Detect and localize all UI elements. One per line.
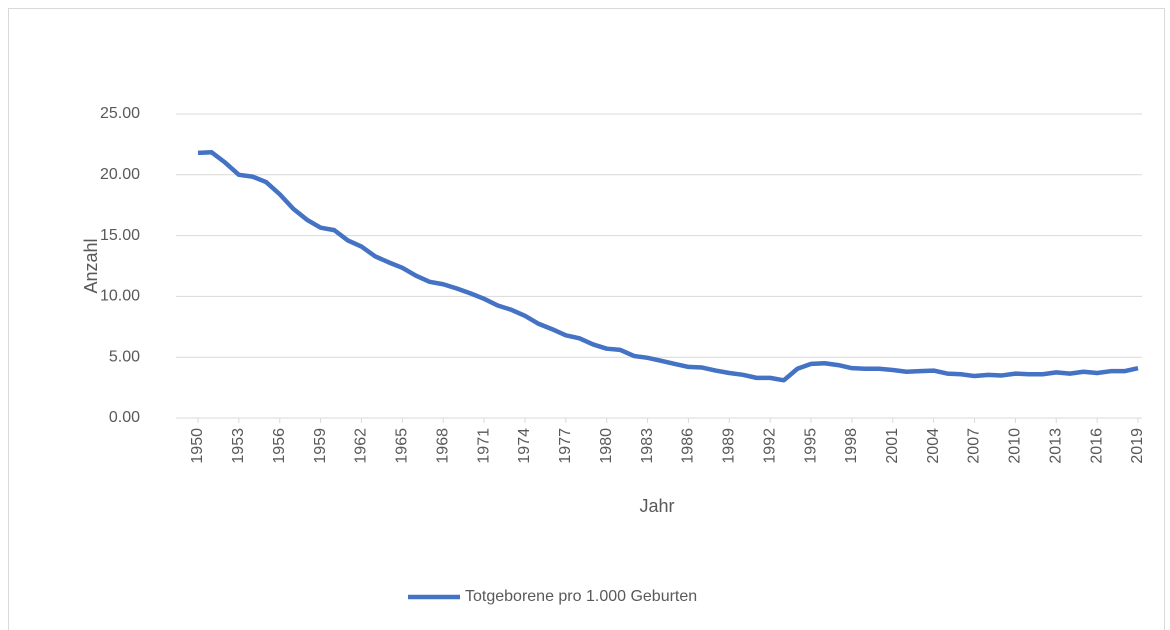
data-line: [197, 150, 1139, 383]
x-tick-label: 1995: [802, 428, 819, 464]
x-tick-label: 1950: [189, 428, 206, 464]
x-tick-label: 1992: [761, 428, 778, 464]
x-tick-label: 2019: [1129, 428, 1146, 464]
x-tick-label: 2001: [884, 428, 901, 464]
x-tick-label: 2013: [1047, 428, 1064, 464]
y-tick-label: 20.00: [100, 166, 140, 183]
y-tick-label: 10.00: [100, 288, 140, 305]
legend-label: Totgeborene pro 1.000 Geburten: [465, 588, 697, 605]
x-tick-label: 1953: [230, 428, 247, 464]
x-tick-label: 1983: [639, 428, 656, 464]
y-axis-label: Anzahl: [81, 238, 101, 293]
x-tick-label: 1968: [434, 428, 451, 464]
x-tick-label: 1965: [394, 428, 411, 464]
x-tick-label: 2007: [966, 428, 983, 464]
x-tick-label: 2016: [1088, 428, 1105, 464]
y-tick-label: 0.00: [109, 409, 140, 426]
x-tick-label: 1959: [312, 428, 329, 464]
x-tick-label: 1989: [721, 428, 738, 464]
y-tick-label: 25.00: [100, 105, 140, 122]
x-tick-label: 1980: [598, 428, 615, 464]
x-tick-label: 1971: [475, 428, 492, 464]
x-tick-label: 1974: [516, 428, 533, 464]
x-tick-label: 2010: [1007, 428, 1024, 464]
x-tick-label: 2004: [925, 428, 942, 464]
x-axis-label: Jahr: [639, 496, 674, 516]
x-tick-label: 1956: [271, 428, 288, 464]
y-tick-label: 15.00: [100, 227, 140, 244]
x-tick-label: 1998: [843, 428, 860, 464]
x-tick-label: 1977: [557, 428, 574, 464]
x-tick-label: 1962: [353, 428, 370, 464]
x-tick-label: 1986: [680, 428, 697, 464]
chart-frame: [8, 8, 1165, 630]
y-tick-label: 5.00: [109, 348, 140, 365]
